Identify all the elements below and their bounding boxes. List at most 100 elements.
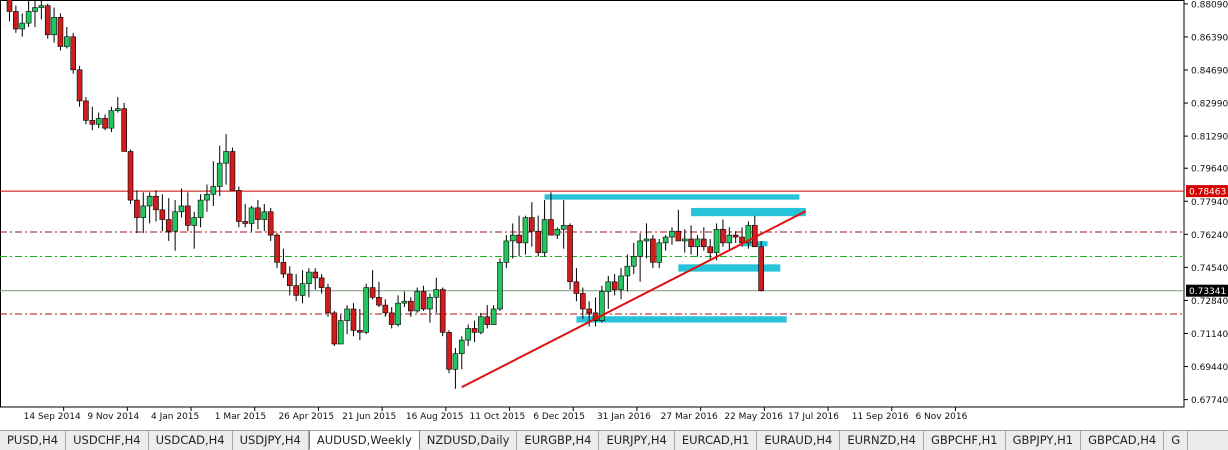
price-label-bg-0 [1186,185,1228,198]
candle-body [414,291,420,312]
zone-4 [576,316,787,323]
candle-body [191,217,198,226]
zone-0 [544,194,800,200]
candle-body [420,291,427,310]
candle-body [701,238,707,248]
candle-body [70,36,76,71]
candle-body [267,211,274,236]
candle-body [350,308,357,331]
candle-body [541,219,548,253]
chart-tab[interactable]: AUDUSD,Weekly [308,431,420,450]
candle-body [280,262,287,275]
candle-body [121,108,127,152]
candle-body [178,205,185,213]
candle-body [76,69,83,102]
candle-body [611,281,618,290]
candle-body [363,287,370,333]
x-tick-label: 4 Jan 2015 [151,412,199,422]
y-tick-label: 0.82990 [1191,100,1228,110]
candle-body [83,100,89,121]
plot-frame [0,0,1185,408]
candle-body [656,242,663,263]
chart-tab[interactable]: EURGBP,H4 [517,431,600,450]
x-tick-label: 17 Jul 2016 [788,412,839,422]
candle-body [758,246,764,292]
candle-body [102,118,108,129]
candle-body [153,195,159,211]
chart-tab[interactable]: GBPJPY,H1 [1006,431,1082,450]
candle-body [643,238,650,242]
candle-body [318,277,325,288]
candle-body [216,162,223,187]
candle-body [681,238,688,242]
candle-body [554,228,561,236]
candle-body [306,271,312,285]
candle-body [388,312,395,325]
candle-body [38,5,45,8]
candle-body [114,108,121,111]
chart-tab[interactable]: NZDUSD,Daily [420,431,518,450]
chart-tab[interactable]: USDCAD,H4 [149,431,233,450]
x-tick-label: 11 Oct 2015 [470,412,526,422]
candle-body [25,11,32,24]
candle-body [579,293,586,310]
x-tick-label: 26 Apr 2015 [278,412,334,422]
candle-body [586,308,592,314]
candle-body [567,225,573,283]
candle-body [452,353,459,370]
candle-body [478,316,484,333]
candle-body [64,36,70,47]
chart-tab[interactable]: EURAUD,H4 [757,431,841,450]
y-tick-label: 0.88090 [1191,0,1228,10]
candle-body [490,308,497,325]
y-tick-label: 0.67740 [1191,396,1228,406]
price-label-1: 0.73341 [1189,287,1226,297]
candle-body [325,287,331,314]
chart-tab[interactable]: G [1164,431,1189,450]
x-tick-label: 9 Nov 2014 [87,412,139,422]
candle-body [185,205,191,226]
candle-body [274,234,280,263]
candle-body [146,195,153,207]
chart-tab[interactable]: EURNZD,H4 [840,431,924,450]
candle-body [312,271,319,279]
trendline [461,210,807,389]
chart-window[interactable]: 0.88090 0.86390 0.84690 0.82990 0.81290 0.796… [0,0,1228,430]
chart-tab[interactable]: PUSD,H4 [0,431,67,450]
candle-body [726,234,733,244]
chart-tab[interactable]: EURCAD,H1 [675,431,758,450]
candle-body [535,230,542,253]
chart-tab[interactable]: GBPCAD,H4 [1081,431,1165,450]
zone-1 [691,207,806,217]
candle-body [529,217,535,232]
candle-body [688,238,694,248]
candle-body [248,207,255,224]
candle-body [13,11,19,30]
candle-body [286,273,293,286]
zone-3 [678,264,781,272]
chart-tab[interactable]: GBPCHF,H1 [924,431,1006,450]
candle-body [637,240,643,257]
candle-body [57,17,64,47]
candle-body [522,217,529,244]
candle-body [516,234,522,244]
candle-body [624,265,631,277]
x-tick-label: 21 Jun 2015 [342,412,396,422]
y-tick-label: 0.81290 [1191,133,1228,143]
chart-tab[interactable]: USDJPY,H4 [233,431,309,450]
y-tick-label: 0.77940 [1191,198,1228,208]
candle-body [369,287,376,298]
candle-body [732,234,739,238]
candle-body [509,234,516,242]
chart-tab[interactable]: USDCHF,H4 [66,431,149,450]
candle-body [433,289,440,298]
candle-body [503,240,510,263]
price-label-bg-1 [1186,284,1228,297]
candle-body [299,283,306,296]
chart-tab[interactable]: EURJPY,H4 [599,431,675,450]
candle-body [675,230,682,242]
candle-body [713,228,720,253]
y-tick-label: 0.86390 [1191,33,1228,43]
price-chart[interactable]: 0.88090 0.86390 0.84690 0.82990 0.81290 0.796… [0,0,1228,430]
candle-body [229,151,236,191]
